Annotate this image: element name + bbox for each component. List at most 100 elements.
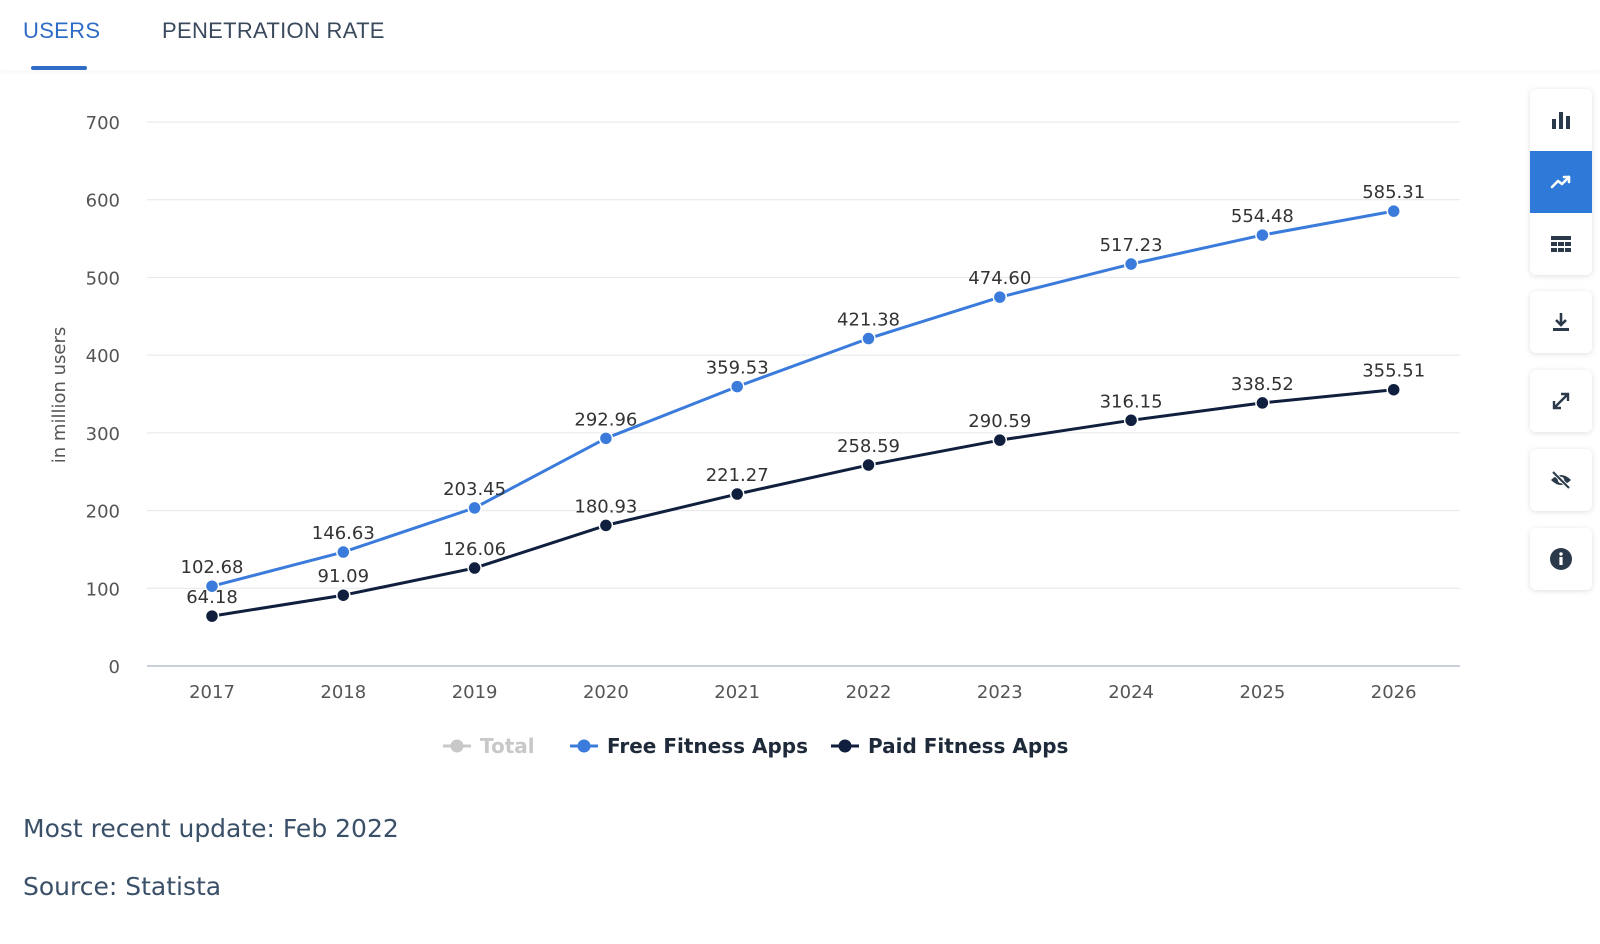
data-label: 474.60 bbox=[968, 268, 1031, 289]
data-point bbox=[992, 289, 1008, 305]
series-paid-fitness-apps: 64.18 91.09 126.06 180.93 221.27 258.59 290.59… bbox=[186, 361, 1425, 624]
data-label: 180.93 bbox=[574, 496, 637, 517]
data-label: 102.68 bbox=[181, 557, 244, 578]
data-point bbox=[729, 486, 745, 502]
hide-group bbox=[1530, 449, 1592, 511]
y-axis-label: in million users bbox=[49, 327, 70, 463]
legend-marker bbox=[838, 739, 852, 753]
fullscreen-group bbox=[1530, 370, 1592, 432]
data-point bbox=[1123, 413, 1139, 428]
data-label: 290.59 bbox=[968, 411, 1031, 432]
line-chart-button[interactable] bbox=[1530, 151, 1592, 213]
data-label: 292.96 bbox=[574, 409, 637, 430]
data-point bbox=[1386, 203, 1401, 219]
legend-item-paid-fitness-apps[interactable]: Paid Fitness Apps bbox=[831, 734, 1068, 758]
data-point bbox=[1255, 395, 1270, 411]
series-line bbox=[210, 388, 1396, 618]
y-tick-label: 500 bbox=[86, 268, 120, 289]
data-label: 554.48 bbox=[1231, 206, 1294, 227]
x-tick-label: 2025 bbox=[1239, 682, 1285, 703]
data-label: 203.45 bbox=[443, 479, 506, 500]
legend-item-free-fitness-apps[interactable]: Free Fitness Apps bbox=[570, 734, 808, 758]
y-tick-label: 100 bbox=[86, 579, 120, 600]
y-tick-label: 600 bbox=[86, 191, 120, 212]
chart-type-switcher bbox=[1530, 89, 1592, 275]
series-free-fitness-apps: 102.68 146.63 203.45 292.96 359.53 421.38 474.… bbox=[181, 182, 1425, 594]
active-tab-indicator bbox=[31, 66, 87, 70]
data-label: 359.53 bbox=[706, 358, 769, 379]
data-point bbox=[1255, 227, 1270, 243]
source-note: Source: Statista bbox=[23, 872, 222, 901]
x-tick-label: 2023 bbox=[977, 682, 1023, 703]
bar-chart-button[interactable] bbox=[1530, 89, 1592, 151]
hide-button[interactable] bbox=[1530, 449, 1592, 511]
data-label: 64.18 bbox=[186, 587, 238, 608]
table-view-button[interactable] bbox=[1530, 213, 1592, 275]
data-point bbox=[861, 457, 876, 473]
data-label: 258.59 bbox=[837, 436, 900, 457]
data-point bbox=[336, 587, 351, 603]
download-group bbox=[1530, 291, 1592, 353]
download-button[interactable] bbox=[1530, 291, 1592, 353]
data-label: 91.09 bbox=[318, 566, 370, 587]
x-tick-label: 2024 bbox=[1108, 682, 1154, 703]
bar-chart-icon bbox=[1552, 112, 1570, 129]
info-icon bbox=[1550, 548, 1572, 570]
legend-label: Total bbox=[480, 734, 535, 758]
legend-label: Paid Fitness Apps bbox=[868, 734, 1068, 758]
series-lines: 102.68 146.63 203.45 292.96 359.53 421.38 474.… bbox=[181, 182, 1425, 624]
data-point bbox=[1386, 382, 1401, 397]
fullscreen-button[interactable] bbox=[1530, 370, 1592, 432]
y-tick-label: 0 bbox=[109, 657, 120, 678]
data-point bbox=[204, 608, 220, 624]
x-tick-label: 2026 bbox=[1371, 682, 1417, 703]
data-point bbox=[729, 379, 745, 394]
line-chart-icon bbox=[1550, 175, 1571, 189]
x-tick-label: 2022 bbox=[846, 682, 892, 703]
y-tick-label: 700 bbox=[86, 113, 120, 134]
x-tick-label: 2019 bbox=[452, 682, 498, 703]
x-tick-label: 2018 bbox=[320, 682, 366, 703]
legend-marker bbox=[577, 739, 591, 753]
table-icon bbox=[1551, 236, 1571, 252]
data-label: 126.06 bbox=[443, 539, 506, 560]
data-point bbox=[861, 331, 876, 346]
info-group bbox=[1530, 528, 1592, 590]
legend-item-total[interactable]: Total bbox=[443, 734, 535, 758]
x-tick-label: 2017 bbox=[189, 682, 235, 703]
data-point bbox=[204, 578, 220, 594]
data-label: 221.27 bbox=[706, 465, 769, 486]
series-line bbox=[210, 209, 1396, 588]
download-icon bbox=[1553, 313, 1569, 331]
tab-users[interactable]: USERS bbox=[23, 18, 101, 43]
tab-penetration-rate[interactable]: PENETRATION RATE bbox=[162, 18, 385, 43]
data-point bbox=[336, 544, 351, 560]
grid-lines bbox=[147, 121, 1460, 667]
x-tick-label: 2021 bbox=[714, 682, 760, 703]
data-label: 355.51 bbox=[1362, 361, 1425, 382]
legend: Total Free Fitness Apps Paid Fitness Apps bbox=[443, 734, 1068, 758]
data-label: 146.63 bbox=[312, 523, 375, 544]
axes: 0 100 200 300 400 500 600 700 2017 2018 2019 2020 20… bbox=[86, 113, 1417, 703]
y-tick-label: 200 bbox=[86, 502, 120, 523]
line-chart: 0 100 200 300 400 500 600 700 2017 2018 2019 2020 20… bbox=[49, 113, 1460, 758]
x-tick-label: 2020 bbox=[583, 682, 629, 703]
legend-marker bbox=[450, 739, 464, 753]
update-note: Most recent update: Feb 2022 bbox=[23, 814, 399, 843]
data-point bbox=[467, 560, 482, 576]
y-tick-label: 300 bbox=[86, 424, 120, 445]
data-point bbox=[467, 500, 482, 516]
data-point bbox=[598, 431, 614, 446]
y-tick-label: 400 bbox=[86, 346, 120, 367]
info-button[interactable] bbox=[1530, 528, 1592, 590]
expand-icon bbox=[1552, 392, 1570, 410]
legend-label: Free Fitness Apps bbox=[607, 734, 808, 758]
data-label: 316.15 bbox=[1100, 391, 1163, 412]
data-point bbox=[1123, 256, 1139, 272]
data-label: 585.31 bbox=[1362, 182, 1425, 203]
tab-bar: USERS PENETRATION RATE bbox=[0, 0, 1600, 70]
data-point bbox=[598, 518, 614, 533]
hide-icon bbox=[1551, 470, 1571, 490]
data-label: 338.52 bbox=[1231, 374, 1294, 395]
data-label: 517.23 bbox=[1100, 235, 1163, 256]
